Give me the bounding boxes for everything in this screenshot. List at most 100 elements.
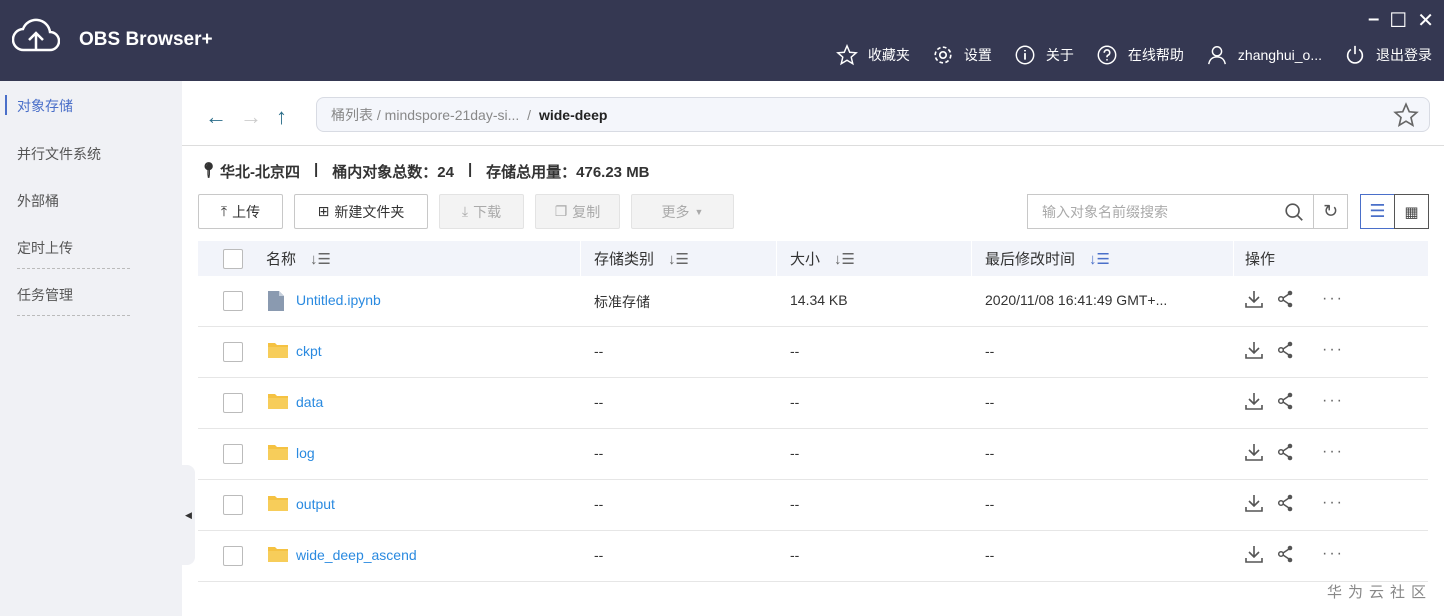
object-name-link[interactable]: wide_deep_ascend	[296, 547, 417, 563]
table-row[interactable]: data -- -- -- ···	[198, 378, 1428, 429]
minimize-button[interactable]: –	[1368, 8, 1380, 30]
more-actions-button[interactable]: ···	[1322, 494, 1344, 511]
favorites-label: 收藏夹	[867, 47, 910, 63]
row-checkbox[interactable]	[223, 495, 243, 515]
refresh-button[interactable]: ↻	[1313, 194, 1348, 229]
info-sep: |	[314, 161, 319, 178]
row-checkbox[interactable]	[223, 546, 243, 566]
up-arrow-icon[interactable]: ↑	[276, 104, 287, 129]
size: --	[790, 547, 800, 563]
breadcrumb-sep: /	[527, 106, 531, 123]
settings-button[interactable]: 设置	[932, 44, 992, 66]
help-label: 在线帮助	[1127, 47, 1184, 63]
upload-icon: ⤒	[220, 203, 228, 219]
row-checkbox[interactable]	[223, 444, 243, 464]
share-icon[interactable]	[1276, 340, 1296, 360]
share-icon[interactable]	[1276, 493, 1296, 513]
object-name-link[interactable]: Untitled.ipynb	[296, 292, 381, 308]
download-icon: ⤓	[461, 203, 469, 219]
refresh-icon: ↻	[1322, 201, 1339, 221]
logout-button[interactable]: 退出登录	[1344, 44, 1432, 66]
select-all-checkbox[interactable]	[223, 249, 243, 269]
star-icon[interactable]	[1393, 102, 1419, 128]
close-button[interactable]: ✕	[1417, 10, 1434, 32]
download-icon[interactable]	[1244, 391, 1264, 411]
new-folder-button[interactable]: ⊞ 新建文件夹	[294, 194, 428, 229]
sidebar: 对象存储 并行文件系统 外部桶 定时上传 任务管理	[0, 81, 182, 616]
row-checkbox[interactable]	[223, 342, 243, 362]
download-icon[interactable]	[1244, 340, 1264, 360]
header-ops: 操作	[1245, 241, 1275, 276]
list-view-button[interactable]: ☰	[1360, 194, 1395, 229]
table-row[interactable]: ckpt -- -- -- ···	[198, 327, 1428, 378]
storage-class: --	[594, 547, 604, 563]
share-icon[interactable]	[1276, 289, 1296, 309]
object-name-link[interactable]: data	[296, 394, 324, 410]
search-icon[interactable]	[1283, 201, 1305, 223]
more-actions-button[interactable]: ···	[1322, 443, 1344, 460]
download-icon[interactable]	[1244, 544, 1264, 564]
sidebar-item-scheduled-upload[interactable]: 定时上传	[17, 238, 130, 269]
download-icon[interactable]	[1244, 442, 1264, 462]
favorites-button[interactable]: 收藏夹	[835, 44, 910, 66]
download-icon[interactable]	[1244, 289, 1264, 309]
share-icon[interactable]	[1276, 391, 1296, 411]
active-indicator	[5, 95, 7, 115]
object-name-link[interactable]: ckpt	[296, 343, 322, 359]
size: 14.34 KB	[790, 292, 848, 308]
logout-label: 退出登录	[1376, 47, 1432, 63]
sort-icon: ↓☰	[834, 250, 855, 268]
object-name-link[interactable]: output	[296, 496, 335, 512]
sidebar-item-parallel-fs[interactable]: 并行文件系统	[17, 146, 101, 162]
row-checkbox[interactable]	[223, 393, 243, 413]
region: 华北-北京四	[220, 164, 301, 181]
download-icon[interactable]	[1244, 493, 1264, 513]
username-label: zhanghui_o...	[1237, 47, 1322, 63]
folder-icon	[268, 343, 288, 358]
breadcrumb-root[interactable]: 桶列表	[331, 106, 373, 123]
table-row[interactable]: Untitled.ipynb 标准存储 14.34 KB 2020/11/08 …	[198, 276, 1428, 327]
back-arrow-icon[interactable]: ←	[205, 104, 227, 129]
maximize-button[interactable]: ☐	[1389, 10, 1408, 32]
header-storage-class[interactable]: 存储类别 ↓☰	[594, 241, 689, 276]
more-actions-button[interactable]: ···	[1322, 341, 1344, 358]
header-size[interactable]: 大小 ↓☰	[790, 241, 855, 276]
table-row[interactable]: wide_deep_ascend -- -- -- ···	[198, 531, 1428, 582]
header-size-label: 大小	[790, 251, 821, 268]
sidebar-item-object-storage[interactable]: 对象存储	[17, 98, 73, 114]
sidebar-collapse-handle[interactable]: ◀	[182, 465, 195, 565]
search-input[interactable]: 输入对象名前缀搜索	[1027, 194, 1314, 229]
more-actions-button[interactable]: ···	[1322, 545, 1344, 562]
copy-label: 复制	[572, 203, 601, 220]
breadcrumb-bucket[interactable]: mindspore-21day-si...	[384, 106, 520, 123]
header-name-label: 名称	[266, 251, 297, 268]
sidebar-item-task-management[interactable]: 任务管理	[17, 285, 130, 316]
object-name-link[interactable]: log	[296, 445, 315, 461]
header-modified[interactable]: 最后修改时间 ↓☰	[985, 241, 1110, 276]
grid-icon: ▦	[1404, 203, 1419, 221]
table-row[interactable]: output -- -- -- ···	[198, 480, 1428, 531]
row-checkbox[interactable]	[223, 291, 243, 311]
download-button[interactable]: ⤓ 下载	[439, 194, 524, 229]
copy-button[interactable]: ❐ 复制	[535, 194, 620, 229]
forward-arrow-icon[interactable]: →	[240, 104, 262, 129]
sidebar-item-external-bucket[interactable]: 外部桶	[17, 193, 59, 209]
header-class-label: 存储类别	[594, 251, 655, 268]
modified-time: 2020/11/08 16:41:49 GMT+...	[985, 292, 1168, 308]
more-actions-button[interactable]: ···	[1322, 290, 1344, 307]
user-menu[interactable]: zhanghui_o...	[1206, 44, 1322, 66]
header-ops-label: 操作	[1245, 251, 1276, 268]
share-icon[interactable]	[1276, 544, 1296, 564]
share-icon[interactable]	[1276, 442, 1296, 462]
help-button[interactable]: 在线帮助	[1096, 44, 1184, 66]
more-actions-button[interactable]: ···	[1322, 392, 1344, 409]
more-dropdown[interactable]: 更多 ▼	[631, 194, 734, 229]
upload-button[interactable]: ⤒ 上传	[198, 194, 283, 229]
size: --	[790, 394, 800, 410]
about-button[interactable]: 关于	[1014, 44, 1074, 66]
grid-view-button[interactable]: ▦	[1394, 194, 1429, 229]
about-label: 关于	[1045, 47, 1074, 63]
header-name[interactable]: 名称 ↓☰	[266, 241, 331, 276]
table-row[interactable]: log -- -- -- ···	[198, 429, 1428, 480]
folder-icon	[268, 547, 288, 562]
